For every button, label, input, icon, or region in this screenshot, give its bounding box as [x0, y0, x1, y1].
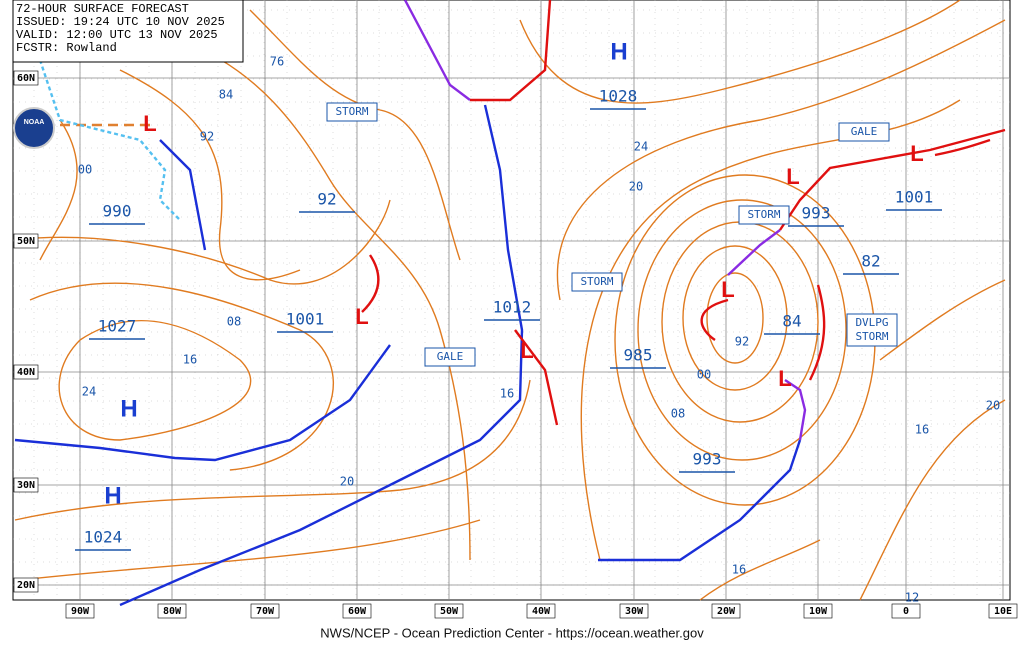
noaa-logo	[13, 107, 55, 149]
isobar-label: 16	[500, 387, 514, 401]
low-center: L	[910, 141, 923, 166]
longitude-label: 10E	[994, 606, 1012, 617]
warning-box	[846, 313, 898, 347]
pressure-label: 82	[861, 252, 880, 271]
isobar-label: 92	[735, 335, 749, 349]
longitude-label: 50W	[440, 606, 459, 617]
low-center: L	[520, 338, 533, 363]
lon-box	[988, 603, 1018, 619]
high-center: H	[120, 395, 137, 422]
pressure-label: 1024	[84, 528, 123, 547]
isobar-label: 12	[905, 591, 919, 605]
longitude-label: 70W	[256, 606, 275, 617]
isobar-label: 20	[340, 475, 354, 489]
pressure-label: 1001	[895, 188, 934, 207]
warning-box	[838, 122, 890, 142]
header-line: 72-HOUR SURFACE FORECAST	[16, 2, 189, 16]
header-box	[12, 0, 244, 63]
low-center: L	[355, 304, 368, 329]
low-center: L	[721, 277, 734, 302]
warning-label: DVLPG STORM	[855, 316, 888, 343]
warning-line: DVLPG	[855, 316, 888, 329]
pressure-label: 993	[802, 204, 831, 223]
isobar-label: 00	[697, 368, 711, 382]
pressure-label: 993	[693, 450, 722, 469]
longitude-label: 10W	[809, 606, 828, 617]
warning-label: STORM	[335, 105, 368, 118]
isobar-label: 08	[671, 407, 685, 421]
isobar-label: 20	[629, 180, 643, 194]
pressure-label: 1012	[493, 298, 532, 317]
footer: NWS/NCEP - Ocean Prediction Center - htt…	[320, 625, 704, 640]
longitude-label: 20W	[717, 606, 736, 617]
lon-box	[711, 603, 741, 619]
warning-label: GALE	[437, 350, 464, 363]
isobar-label: 16	[915, 423, 929, 437]
warning-box	[571, 272, 623, 292]
latitude-label: 20N	[17, 580, 35, 591]
pressure-label: 84	[782, 312, 801, 331]
high-center: H	[104, 482, 121, 509]
warning-line: STORM	[855, 330, 888, 343]
fronts	[14, 0, 1006, 607]
warning-box	[738, 205, 790, 225]
isobar-label: 20	[986, 399, 1000, 413]
lat-box	[13, 577, 39, 593]
lat-box	[13, 233, 39, 249]
isobar-label: 24	[82, 385, 96, 399]
low-center: L	[778, 366, 791, 391]
high-center: H	[610, 38, 627, 65]
lon-box	[65, 603, 95, 619]
longitude-label: 80W	[163, 606, 182, 617]
longitude-label: 0	[903, 606, 909, 617]
warning-box	[326, 102, 378, 122]
longitude-label: 40W	[532, 606, 551, 617]
warning-label: GALE	[851, 125, 878, 138]
latitude-label: 30N	[17, 480, 35, 491]
lon-box	[526, 603, 556, 619]
isobar-label: 84	[219, 88, 233, 102]
lat-box	[13, 70, 39, 86]
logo-text: NOAA	[24, 119, 45, 126]
isobar-label: 24	[634, 140, 648, 154]
lon-box	[157, 603, 187, 619]
lat-box	[13, 364, 39, 380]
warning-label: STORM	[580, 275, 613, 288]
pressure-label: 1027	[98, 317, 137, 336]
low-center: L	[786, 164, 799, 189]
latitude-label: 50N	[17, 236, 35, 247]
longitude-label: 30W	[625, 606, 644, 617]
isobar-label: 92	[200, 130, 214, 144]
lon-box	[803, 603, 833, 619]
latitude-label: 40N	[17, 367, 35, 378]
pressure-label: 1001	[286, 310, 325, 329]
header-line: FCSTR: Rowland	[16, 41, 117, 55]
longitude-label: 90W	[71, 606, 90, 617]
isobar-label: 00	[78, 163, 92, 177]
lon-box	[891, 603, 921, 619]
latitude-label: 60N	[17, 73, 35, 84]
lon-box	[619, 603, 649, 619]
pressure-label: 92	[317, 190, 336, 209]
header-line: VALID: 12:00 UTC 13 NOV 2025	[16, 28, 218, 42]
warning-box	[424, 347, 476, 367]
pressure-label: 1028	[599, 87, 638, 106]
lon-box	[434, 603, 464, 619]
pressure-label: 985	[624, 346, 653, 365]
pressure-label: 990	[103, 202, 132, 221]
isobar-label: 16	[183, 353, 197, 367]
low-center: L	[143, 111, 156, 136]
isobar-label: 76	[270, 55, 284, 69]
lon-box	[342, 603, 372, 619]
lon-box	[250, 603, 280, 619]
isobar-label: 08	[227, 315, 241, 329]
warning-label: STORM	[747, 208, 780, 221]
lat-box	[13, 477, 39, 493]
header-line: ISSUED: 19:24 UTC 10 NOV 2025	[16, 15, 225, 29]
longitude-label: 60W	[348, 606, 367, 617]
isobar-label: 16	[732, 563, 746, 577]
